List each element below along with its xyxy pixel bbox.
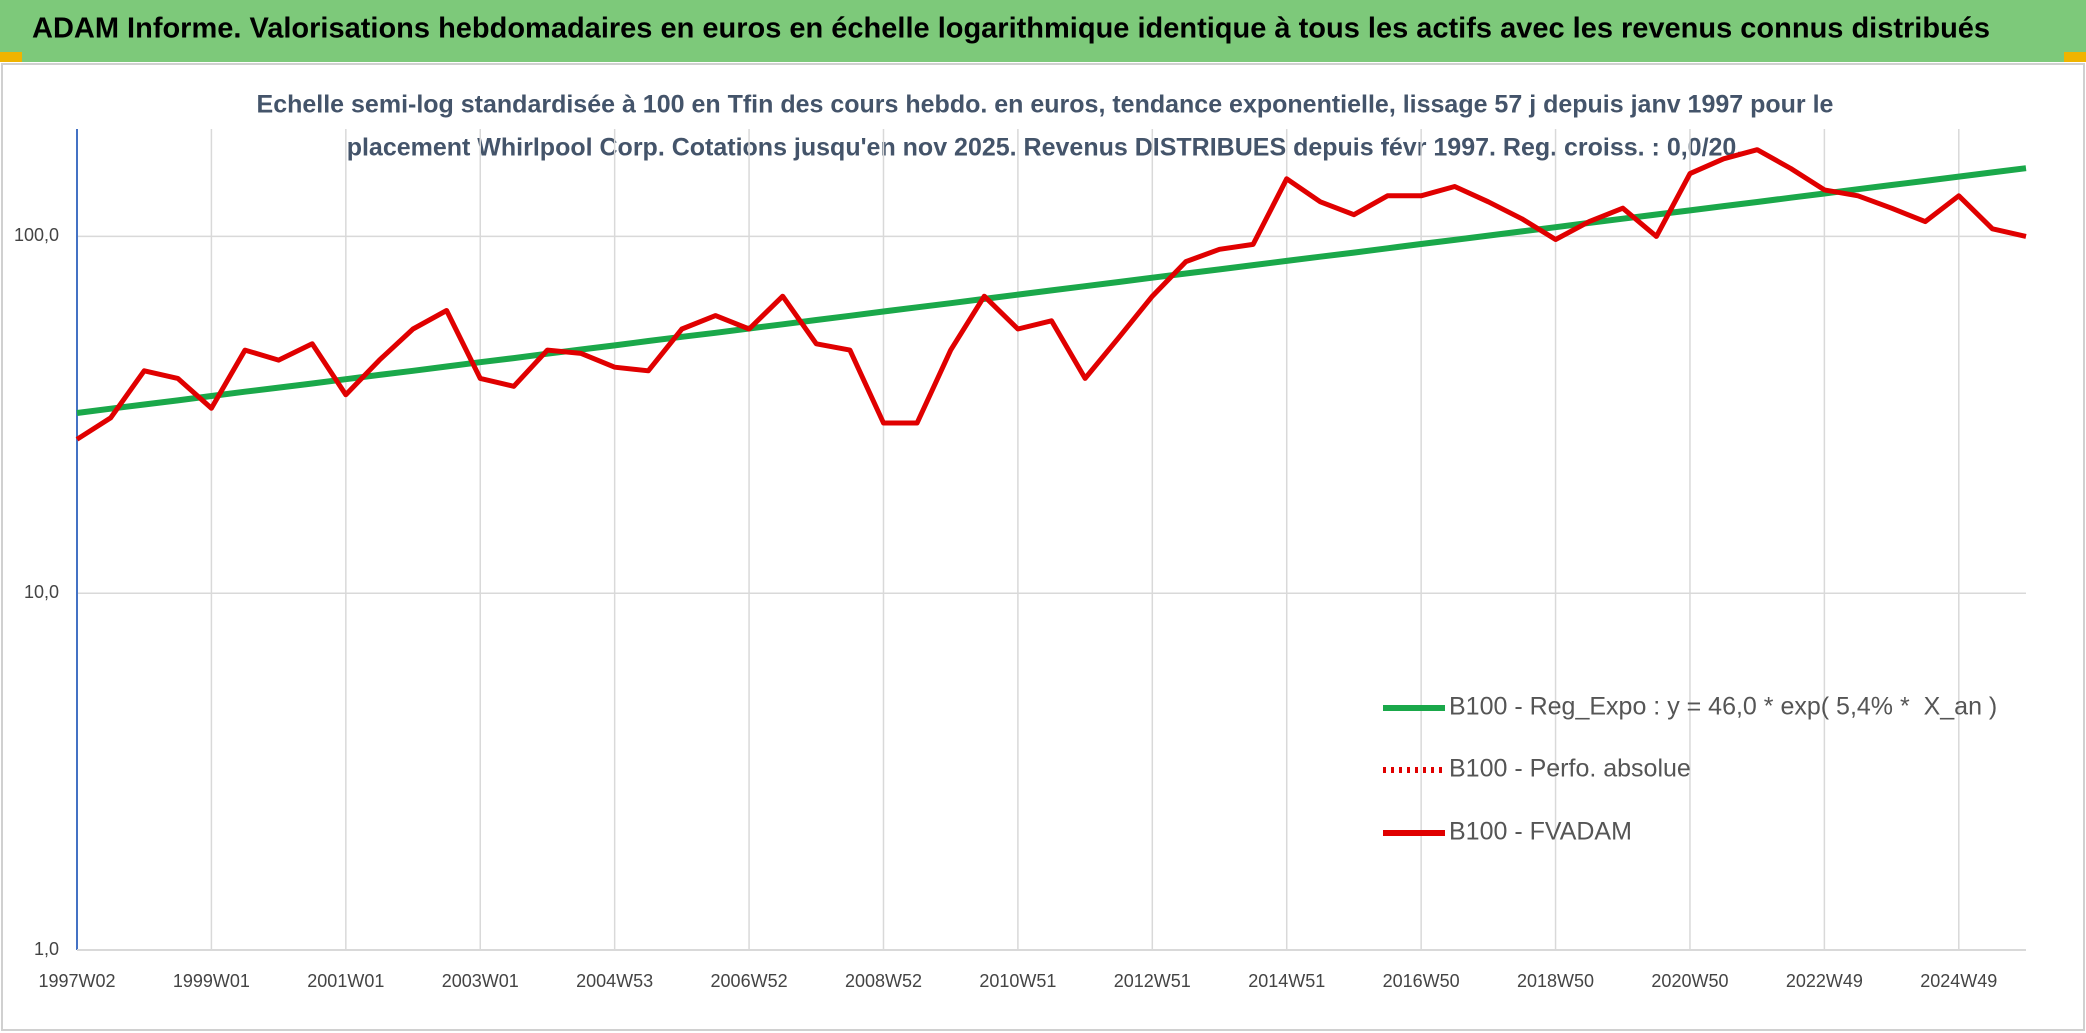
corner [0, 52, 22, 62]
x-tick-label: 2004W53 [576, 971, 653, 991]
legend-label: B100 - Perfo. absolue [1449, 755, 1691, 783]
chart-subtitle: placement Whirlpool Corp. Cotations jusq… [347, 134, 1744, 162]
x-tick-label: 2020W50 [1651, 971, 1728, 991]
x-tick-label: 2008W52 [845, 971, 922, 991]
x-tick-label: 2001W01 [307, 971, 384, 991]
x-tick-label: 2022W49 [1786, 971, 1863, 991]
x-tick-label: 2014W51 [1248, 971, 1325, 991]
x-tick-label: 2012W51 [1114, 971, 1191, 991]
x-tick-label: 1997W02 [38, 971, 115, 991]
x-tick-label: 2016W50 [1383, 971, 1460, 991]
x-tick-label: 2024W49 [1920, 971, 1997, 991]
corner [2064, 52, 2086, 62]
header-bar [0, 0, 2086, 62]
y-tick-label: 100,0 [14, 225, 59, 245]
series-line [76, 165, 2027, 416]
y-tick-label: 1,0 [34, 939, 59, 959]
chart-title: ADAM Informe. Valorisations hebdomadaire… [32, 13, 1990, 45]
chart-frame [1, 63, 2085, 1031]
legend-label: B100 - Reg_Expo : y = 46,0 * exp( 5,4% *… [1449, 693, 1997, 721]
x-tick-label: 1999W01 [173, 971, 250, 991]
legend-label: B100 - FVADAM [1449, 818, 1632, 846]
x-tick-label: 2018W50 [1517, 971, 1594, 991]
x-tick-label: 2003W01 [442, 971, 519, 991]
chart-subtitle: Echelle semi-log standardisée à 100 en T… [257, 91, 1834, 119]
y-tick-label: 10,0 [24, 582, 59, 602]
series-line [75, 147, 2027, 442]
x-tick-label: 2006W52 [711, 971, 788, 991]
x-tick-label: 2010W51 [979, 971, 1056, 991]
